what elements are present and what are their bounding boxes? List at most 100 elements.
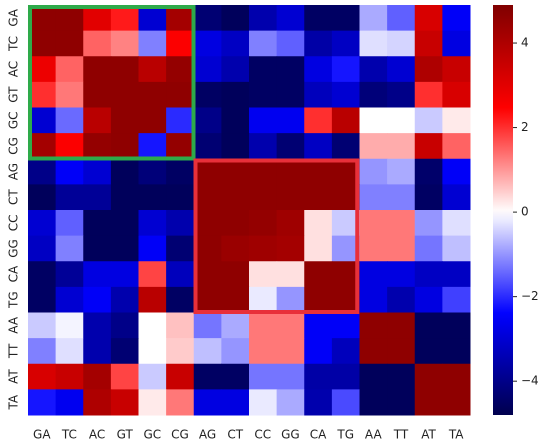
heatmap-cell	[28, 261, 57, 288]
heatmap-cell	[249, 107, 278, 134]
heatmap-cell	[110, 312, 139, 339]
heatmap-cell	[55, 312, 84, 339]
heatmap-cell	[138, 389, 167, 416]
heatmap-cell	[55, 158, 84, 185]
heatmap-cell	[83, 184, 112, 211]
heatmap-cell	[110, 107, 139, 134]
heatmap-cell	[28, 81, 57, 108]
heatmap-cell	[55, 133, 84, 160]
heatmap-cell	[166, 312, 195, 339]
heatmap-cell	[166, 30, 195, 57]
heatmap-cell	[166, 286, 195, 313]
heatmap-cell	[276, 286, 305, 313]
heatmap-cell	[359, 56, 388, 83]
heatmap-cell	[359, 235, 388, 262]
heatmap-cell	[414, 389, 443, 416]
colorbar-tick-label: 2	[521, 120, 529, 134]
heatmap-cell	[83, 261, 112, 288]
heatmap-cell	[387, 261, 416, 288]
y-tick-label: AC	[7, 61, 21, 77]
heatmap-cell	[442, 158, 471, 185]
heatmap-cell	[193, 158, 222, 185]
heatmap-cell	[276, 81, 305, 108]
heatmap-cell	[193, 389, 222, 416]
heatmap-cell	[83, 363, 112, 390]
heatmap-cell	[387, 338, 416, 365]
heatmap-cell	[55, 261, 84, 288]
heatmap-cell	[55, 210, 84, 237]
heatmap-cell	[304, 30, 333, 57]
y-tick-label: GA	[7, 8, 21, 26]
heatmap-cell	[83, 389, 112, 416]
heatmap-cell	[166, 5, 195, 32]
heatmap-cell	[110, 56, 139, 83]
heatmap-cell	[387, 107, 416, 134]
heatmap-cell	[249, 5, 278, 32]
heatmap-cell	[193, 30, 222, 57]
heatmap-cell	[138, 312, 167, 339]
y-tick-label: CG	[7, 137, 21, 155]
heatmap-cell	[138, 235, 167, 262]
heatmap-cell	[276, 56, 305, 83]
x-tick-label: AG	[199, 428, 216, 442]
colorbar	[493, 5, 513, 415]
y-tick-label: TT	[7, 343, 21, 359]
x-tick-label: CC	[254, 428, 271, 442]
heatmap-cell	[359, 107, 388, 134]
heatmap-cell	[414, 235, 443, 262]
heatmap-cell	[387, 184, 416, 211]
heatmap-cell	[414, 30, 443, 57]
heatmap-cell	[166, 338, 195, 365]
heatmap-cell	[304, 235, 333, 262]
heatmap-cell	[83, 5, 112, 32]
heatmap-cell	[83, 235, 112, 262]
heatmap-cell	[442, 389, 471, 416]
heatmap-cell	[331, 30, 360, 57]
heatmap-cell	[331, 389, 360, 416]
y-tick-label: CT	[7, 189, 21, 205]
heatmap-cell	[193, 338, 222, 365]
heatmap-cell	[83, 107, 112, 134]
heatmap-cell	[110, 389, 139, 416]
heatmap-cell	[28, 210, 57, 237]
heatmap-cell	[387, 81, 416, 108]
heatmap-cell	[304, 184, 333, 211]
heatmap-cell	[166, 133, 195, 160]
heatmap-cell	[221, 286, 250, 313]
heatmap-cell	[110, 133, 139, 160]
heatmap-cell	[414, 56, 443, 83]
heatmap-cell	[359, 389, 388, 416]
heatmap-cell	[221, 56, 250, 83]
heatmap-cell	[359, 363, 388, 390]
heatmap-cell	[276, 261, 305, 288]
heatmap-cell	[359, 5, 388, 32]
heatmap-cell	[221, 389, 250, 416]
heatmap-cell	[414, 261, 443, 288]
heatmap-cell	[249, 286, 278, 313]
heatmap-cell	[359, 338, 388, 365]
heatmap-cell	[442, 184, 471, 211]
heatmap-cell	[138, 158, 167, 185]
x-tick-label: CT	[227, 428, 243, 442]
heatmap-cell	[442, 107, 471, 134]
heatmap-cell	[110, 338, 139, 365]
heatmap-cell	[138, 107, 167, 134]
heatmap-cell	[55, 338, 84, 365]
heatmap-cell	[166, 363, 195, 390]
heatmap-cell	[249, 56, 278, 83]
heatmap-cell	[110, 210, 139, 237]
highlight-box	[193, 158, 360, 314]
heatmap-cell	[387, 56, 416, 83]
heatmap-cell	[55, 30, 84, 57]
y-tick-label: TG	[7, 291, 21, 309]
x-tick-label: AT	[421, 428, 436, 442]
heatmap-cell	[193, 261, 222, 288]
heatmap-cell	[138, 363, 167, 390]
heatmap-cell	[331, 56, 360, 83]
heatmap-cell	[442, 286, 471, 313]
heatmap-cell	[83, 56, 112, 83]
x-tick-label: AC	[89, 428, 105, 442]
heatmap-cell	[28, 107, 57, 134]
heatmap-cell	[28, 286, 57, 313]
heatmap-cell	[193, 210, 222, 237]
